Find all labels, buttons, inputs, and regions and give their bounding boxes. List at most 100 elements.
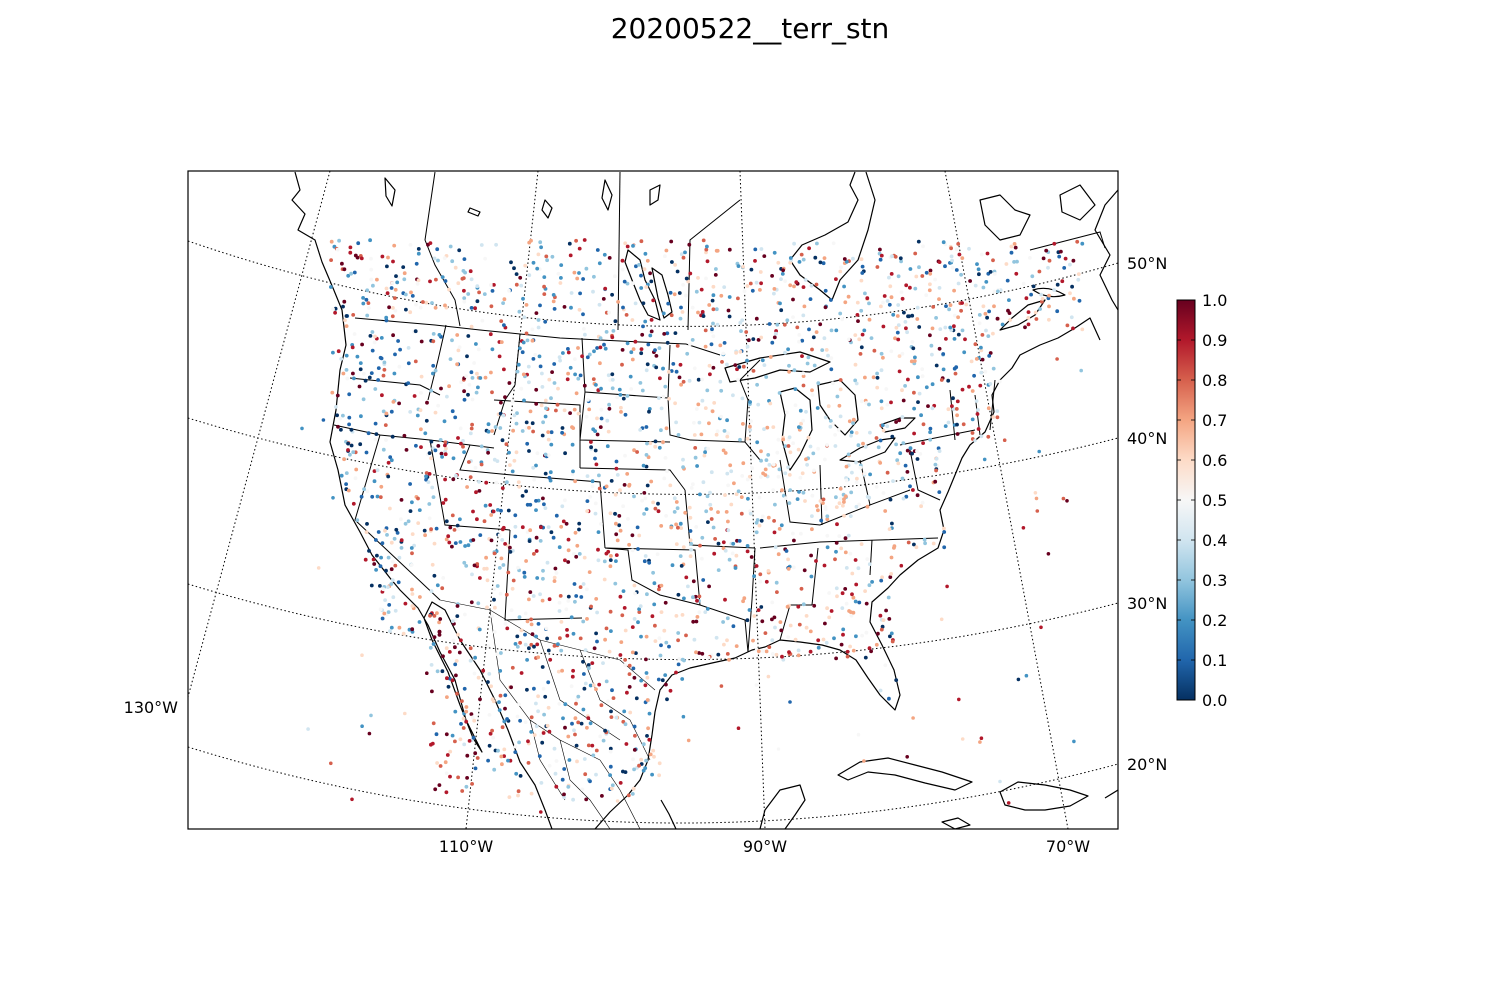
station-point [435, 247, 440, 252]
station-point [745, 544, 750, 548]
station-point [656, 509, 661, 514]
station-point [625, 472, 630, 476]
station-point [637, 607, 641, 611]
station-point [360, 724, 364, 728]
station-point [387, 305, 391, 310]
station-point [853, 599, 858, 604]
station-point [532, 644, 536, 649]
station-point [432, 256, 437, 261]
station-point [487, 672, 492, 676]
station-point [709, 470, 714, 475]
station-point [510, 586, 515, 591]
station-point [560, 504, 565, 509]
station-point [1077, 298, 1082, 303]
station-point [498, 411, 503, 416]
station-point [552, 381, 557, 385]
station-point [871, 375, 876, 380]
station-point [838, 486, 843, 491]
station-point [802, 304, 807, 309]
station-point [335, 413, 339, 418]
station-point [694, 407, 699, 411]
station-point [853, 378, 858, 383]
station-point [386, 474, 391, 479]
station-point [818, 260, 823, 265]
station-point [448, 749, 453, 754]
station-point [503, 706, 507, 711]
station-point [537, 354, 542, 359]
station-point [670, 260, 674, 264]
station-point [797, 622, 802, 627]
station-point [696, 377, 701, 382]
station-point [489, 304, 494, 309]
station-point [801, 418, 805, 423]
station-point [573, 599, 577, 604]
station-point [705, 607, 710, 611]
station-point [786, 557, 790, 562]
station-point [522, 398, 526, 403]
station-point [583, 681, 588, 686]
station-point [973, 283, 978, 288]
station-point [442, 256, 447, 260]
station-point [447, 650, 452, 654]
station-point [840, 606, 845, 610]
station-point [609, 554, 613, 558]
station-point [782, 322, 787, 327]
station-point [615, 538, 620, 543]
station-point [721, 351, 726, 356]
station-point [823, 621, 827, 626]
station-point [1007, 298, 1011, 302]
station-point [795, 497, 800, 501]
station-point [856, 319, 860, 323]
station-point [657, 445, 662, 450]
station-point [868, 430, 872, 435]
station-point [1060, 279, 1065, 284]
station-point [887, 302, 892, 307]
station-point [748, 511, 753, 516]
station-point [680, 657, 685, 662]
station-point [445, 695, 449, 699]
station-point [973, 342, 978, 347]
station-point [772, 291, 776, 296]
station-point [602, 577, 607, 582]
station-point [770, 600, 775, 605]
station-point [687, 505, 692, 510]
station-point [351, 501, 356, 506]
station-point [585, 617, 589, 621]
station-point [529, 238, 533, 243]
station-point [676, 433, 681, 437]
station-point [653, 439, 658, 444]
station-point [824, 348, 829, 352]
station-point [825, 443, 829, 447]
station-point [540, 433, 545, 438]
station-point [844, 478, 849, 483]
station-point [461, 716, 466, 721]
station-point [745, 436, 750, 441]
station-point [461, 269, 466, 273]
station-point [443, 279, 448, 283]
station-point [803, 499, 807, 503]
station-point [841, 632, 845, 637]
station-point [691, 619, 696, 624]
station-point [475, 371, 479, 376]
station-point [661, 440, 665, 444]
station-point [451, 456, 456, 461]
station-point [911, 346, 916, 351]
station-point [816, 381, 821, 386]
station-point [722, 285, 727, 289]
station-point [486, 758, 490, 763]
station-point [534, 535, 539, 540]
station-point [517, 615, 522, 620]
station-point [352, 376, 356, 381]
station-point [801, 374, 806, 378]
station-point [477, 489, 482, 493]
station-point [434, 526, 439, 531]
station-point [443, 449, 448, 454]
station-point [659, 428, 663, 433]
station-point [604, 330, 609, 334]
station-point [844, 601, 849, 606]
station-point [908, 267, 913, 271]
station-point [810, 393, 815, 397]
station-point [864, 630, 869, 635]
station-point [500, 486, 505, 490]
station-point [455, 523, 460, 528]
